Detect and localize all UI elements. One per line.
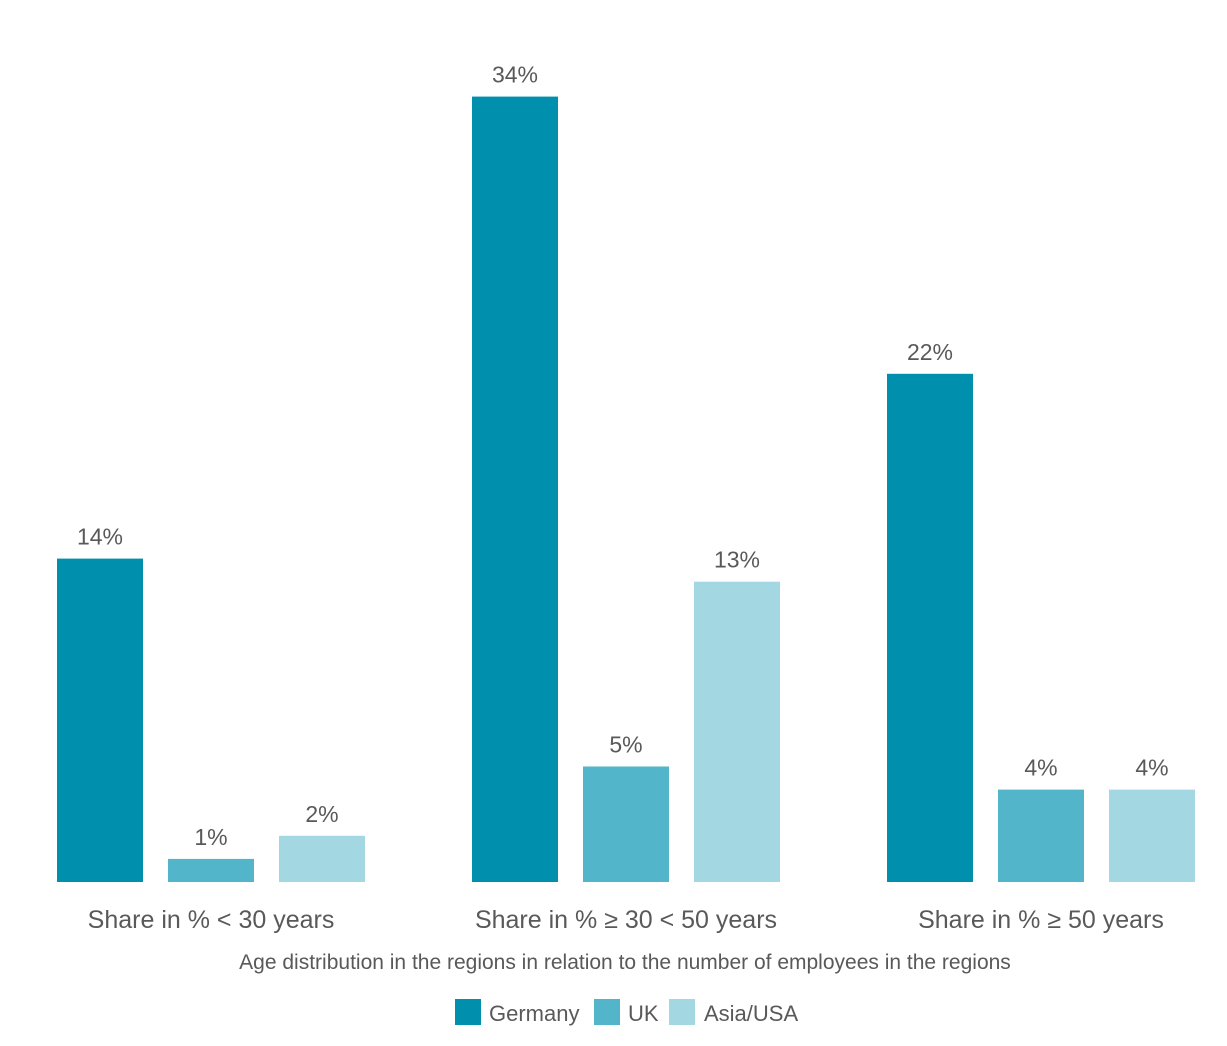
- category-label-3: Share in % ≥ 50 years: [918, 906, 1164, 934]
- bar-asia-usa-group-3: [1109, 789, 1195, 882]
- data-label-uk-group-1: 1%: [194, 824, 227, 850]
- bar-asia-usa-group-1: [279, 835, 365, 882]
- data-labels-layer: 14% 34% 22% 1% 5% 4% 2% 13% 4%: [77, 62, 1169, 850]
- bar-uk-group-3: [998, 789, 1084, 882]
- category-labels-layer: Share in % < 30 years Share in % ≥ 30 < 5…: [88, 906, 1164, 934]
- data-label-asia-usa-group-2: 13%: [714, 547, 760, 573]
- legend-swatch-germany: [455, 999, 481, 1025]
- legend-label-germany: Germany: [489, 1001, 579, 1026]
- data-label-germany-group-1: 14%: [77, 524, 123, 550]
- data-label-germany-group-2: 34%: [492, 62, 538, 88]
- category-label-1: Share in % < 30 years: [88, 906, 335, 934]
- bar-uk-group-2: [583, 766, 669, 882]
- legend-swatch-asia-usa: [669, 999, 695, 1025]
- bar-uk-group-1: [168, 858, 254, 882]
- bar-germany-group-1: [57, 558, 143, 882]
- bar-germany-group-2: [472, 96, 558, 883]
- x-axis-title: Age distribution in the regions in relat…: [239, 951, 1011, 974]
- data-label-germany-group-3: 22%: [907, 339, 953, 365]
- legend-swatch-uk: [594, 999, 620, 1025]
- data-label-uk-group-2: 5%: [609, 732, 642, 758]
- legend-label-uk: UK: [628, 1001, 659, 1026]
- data-label-asia-usa-group-3: 4%: [1135, 755, 1168, 781]
- legend-label-asia-usa: Asia/USA: [704, 1001, 798, 1026]
- data-label-asia-usa-group-1: 2%: [305, 801, 338, 827]
- data-label-uk-group-3: 4%: [1024, 755, 1057, 781]
- category-label-2: Share in % ≥ 30 < 50 years: [475, 906, 777, 934]
- legend: Germany UK Asia/USA: [455, 999, 798, 1026]
- bar-asia-usa-group-2: [694, 581, 780, 882]
- bar-germany-group-3: [887, 373, 973, 882]
- bars-layer: [57, 96, 1195, 883]
